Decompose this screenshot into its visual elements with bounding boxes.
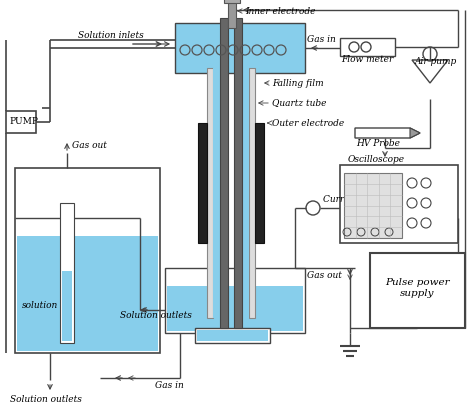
Text: Pulse power
supply: Pulse power supply [385, 278, 449, 298]
Bar [17, 236, 158, 351]
Text: Oscilloscope: Oscilloscope [348, 155, 405, 165]
Bar [175, 23, 305, 73]
Bar [255, 123, 264, 243]
Bar [198, 123, 207, 243]
Text: Gas out: Gas out [72, 142, 107, 150]
Bar [220, 18, 228, 328]
Text: HV Probe: HV Probe [356, 138, 400, 148]
Bar [340, 38, 395, 56]
Bar [213, 68, 220, 318]
Bar [224, 0, 240, 3]
Text: solution: solution [22, 301, 58, 311]
Bar [249, 68, 255, 318]
Text: Falling film: Falling film [272, 79, 324, 87]
Bar [234, 18, 242, 328]
Bar [228, 0, 236, 28]
Polygon shape [410, 128, 420, 138]
Bar [165, 268, 305, 333]
Bar [15, 168, 160, 353]
Bar [167, 286, 303, 331]
Text: Inner electrode: Inner electrode [245, 7, 316, 15]
Bar [60, 203, 74, 343]
Text: Solution outlets: Solution outlets [120, 311, 192, 319]
Bar [207, 68, 213, 318]
Bar [6, 111, 36, 133]
Bar [197, 330, 268, 341]
Bar [344, 173, 402, 238]
Bar [195, 328, 270, 343]
Text: Outer electrode: Outer electrode [272, 118, 344, 127]
Text: Solution outlets: Solution outlets [10, 395, 82, 405]
Text: Gas in: Gas in [307, 36, 336, 44]
Text: Gas in: Gas in [155, 380, 184, 390]
Text: Gas out: Gas out [307, 270, 342, 280]
Text: Air pump: Air pump [415, 56, 457, 66]
Bar [242, 68, 249, 318]
Text: Flow meter: Flow meter [341, 56, 393, 64]
Text: Current probe: Current probe [323, 196, 388, 204]
Bar [62, 271, 72, 341]
Text: Quartz tube: Quartz tube [272, 99, 327, 107]
Text: PUMP: PUMP [9, 117, 38, 127]
Text: Solution inlets: Solution inlets [78, 31, 144, 41]
Bar [340, 165, 458, 243]
Bar [370, 253, 465, 328]
